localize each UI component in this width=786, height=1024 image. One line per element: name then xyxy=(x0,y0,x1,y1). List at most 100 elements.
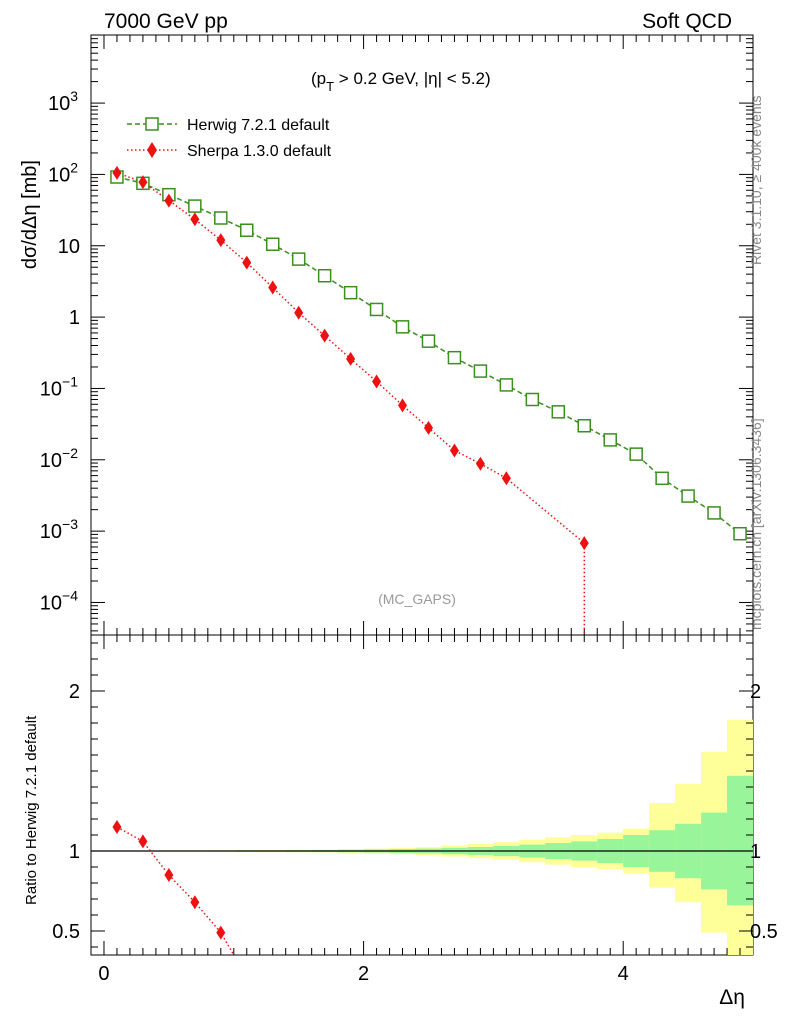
ratio-sherpa-line xyxy=(116,826,235,956)
main-y-tick-label-base: 10 xyxy=(40,378,62,400)
sherpa-line xyxy=(116,172,586,635)
herwig-point xyxy=(421,334,436,348)
legend-herwig-label: Herwig 7.2.1 default xyxy=(187,117,330,134)
herwig-point xyxy=(707,506,721,520)
ratio-x-tick-label: 2 xyxy=(358,963,369,985)
main-y-tick-label-exp: 2 xyxy=(70,159,78,175)
ratio-y-tick-label-left: 1 xyxy=(69,841,80,863)
ratio-sherpa-point xyxy=(112,820,122,834)
ratio-y-tick-label-left: 0.5 xyxy=(52,921,80,943)
main-y-tick-label-exp: −3 xyxy=(62,516,78,532)
sherpa-point xyxy=(423,420,433,435)
main-y-tick-label-exp: −4 xyxy=(62,587,78,603)
herwig-point xyxy=(291,252,306,266)
mcplots-label: mcplots.cern.ch [arXiv:1306.3436] xyxy=(748,418,764,630)
main-y-axis-label: dσ/dΔη [mb] xyxy=(19,160,41,269)
main-y-tick-label-base: 10 xyxy=(40,450,62,472)
main-y-tick-label: 10−2 xyxy=(40,445,78,472)
analysis-label: (MC_GAPS) xyxy=(378,591,456,607)
ratio-y-tick-label-right: 0.5 xyxy=(750,921,778,943)
ratio-data xyxy=(91,820,753,956)
header-left: 7000 GeV pp xyxy=(104,10,228,33)
legend-herwig-marker xyxy=(145,117,159,131)
sherpa-point xyxy=(398,398,408,413)
cut-label-sub: T xyxy=(326,79,334,94)
main-y-tick-label: 1 xyxy=(69,307,80,329)
herwig-point xyxy=(214,211,228,225)
sherpa-point xyxy=(138,175,148,190)
sherpa-point xyxy=(190,212,200,227)
main-data xyxy=(110,165,747,635)
legend-sherpa-label: Sherpa 1.3.0 default xyxy=(187,143,332,160)
main-y-tick-label: 10−3 xyxy=(40,516,78,543)
main-y-tick-label-base: 10 xyxy=(40,521,62,543)
ratio-sherpa-point xyxy=(164,868,174,882)
main-y-tick-label-exp: −1 xyxy=(62,373,78,389)
sherpa-point xyxy=(475,456,485,471)
cut-label-part2: > 0.2 GeV, |η| < 5.2) xyxy=(334,69,491,88)
legend-item-herwig: Herwig 7.2.1 default xyxy=(127,117,330,134)
sherpa-point xyxy=(242,255,252,270)
sherpa-point xyxy=(346,351,356,366)
herwig-point xyxy=(188,199,202,213)
herwig-point xyxy=(577,418,592,433)
ratio-y-axis-label: Ratio to Herwig 7.2.1 default xyxy=(23,715,40,905)
herwig-point xyxy=(603,433,617,447)
sherpa-point xyxy=(449,443,459,458)
sherpa-point xyxy=(164,193,174,208)
ratio-x-tick-label: 0 xyxy=(98,963,109,985)
herwig-point xyxy=(629,447,643,461)
main-y-tick-label: 10−4 xyxy=(40,587,78,614)
main-y-tick-label: 10 xyxy=(58,236,80,258)
herwig-point xyxy=(395,320,410,334)
herwig-point xyxy=(343,285,358,300)
ratio-y-tick-label-right: 2 xyxy=(750,681,761,703)
legend-item-sherpa: Sherpa 1.3.0 default xyxy=(127,142,332,160)
sherpa-point xyxy=(579,536,589,551)
sherpa-point xyxy=(294,305,304,320)
herwig-point xyxy=(655,471,669,486)
herwig-point xyxy=(525,392,540,407)
herwig-point xyxy=(240,223,254,237)
main-y-tick-label: 103 xyxy=(48,88,78,115)
x-axis-label: Δη xyxy=(719,986,745,1009)
main-y-tick-label: 10−1 xyxy=(40,373,78,400)
ratio-x-tick-label: 4 xyxy=(618,963,629,985)
sherpa-point xyxy=(372,374,382,389)
herwig-point xyxy=(447,350,462,365)
sherpa-point xyxy=(216,233,226,248)
main-y-tick-label-base: 10 xyxy=(48,93,70,115)
sherpa-point xyxy=(112,165,122,180)
main-y-tick-label-base: 10 xyxy=(48,164,70,186)
herwig-point xyxy=(733,526,747,541)
herwig-point xyxy=(265,237,280,252)
herwig-point xyxy=(499,378,514,392)
main-y-tick-label: 102 xyxy=(48,159,78,186)
header-right: Soft QCD xyxy=(642,10,732,33)
legend: Herwig 7.2.1 default Sherpa 1.3.0 defaul… xyxy=(127,117,332,160)
herwig-point xyxy=(551,405,566,419)
main-y-tick-label-exp: 3 xyxy=(70,88,78,104)
ratio-sherpa-point xyxy=(138,834,148,849)
main-y-tick-label-base: 10 xyxy=(40,592,62,614)
herwig-point xyxy=(473,364,488,378)
ratio-sherpa-point xyxy=(190,895,200,910)
herwig-point xyxy=(681,489,695,503)
ratio-y-tick-label-left: 2 xyxy=(69,681,80,703)
sherpa-point xyxy=(320,328,330,343)
ratio-ticks: 0.5 0.5 1 1 2 2 0 2 4 xyxy=(52,635,778,985)
cut-label-part1: (p xyxy=(311,69,326,88)
ratio-band-inner-bin xyxy=(727,775,753,906)
ratio-y-tick-label-right: 1 xyxy=(750,841,761,863)
ratio-sherpa-point xyxy=(216,925,226,940)
legend-sherpa-marker xyxy=(147,142,157,158)
sherpa-point xyxy=(268,280,278,295)
cut-label: (pT > 0.2 GeV, |η| < 5.2) xyxy=(311,69,491,94)
ratio-panel: 0.5 0.5 1 1 2 2 0 2 4 Ratio to Herwig 7.2.1 defa… xyxy=(23,634,778,1009)
herwig-point xyxy=(317,268,332,283)
main-y-tick-label-exp: −2 xyxy=(62,445,78,461)
herwig-point xyxy=(369,302,384,317)
